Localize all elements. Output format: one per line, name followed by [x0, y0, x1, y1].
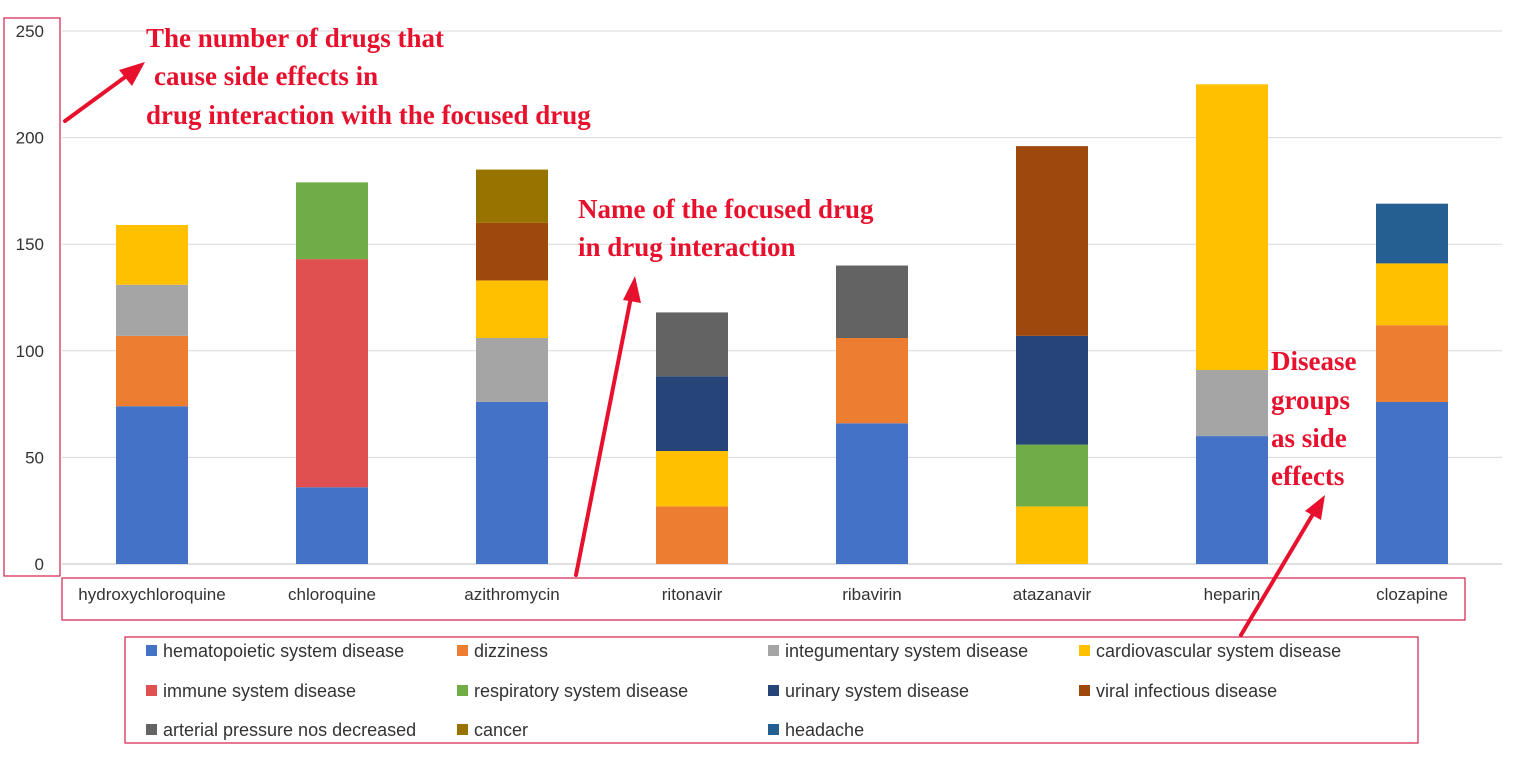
x-tick-label: heparin — [1204, 585, 1261, 604]
arrow-head — [1305, 495, 1325, 520]
x-tick-label: azithromycin — [464, 585, 559, 604]
bar-segment — [296, 182, 368, 260]
legend-swatch — [457, 645, 468, 656]
bar-segment — [476, 401, 548, 564]
bar-segment — [1016, 146, 1088, 336]
legend-label: integumentary system disease — [785, 641, 1028, 661]
y-tick-label: 0 — [35, 555, 44, 574]
annotation-line: Disease — [1271, 346, 1356, 376]
bar-segment — [476, 280, 548, 339]
bar-segment — [116, 335, 188, 407]
bar-segment — [1016, 335, 1088, 445]
bar-segment — [1376, 263, 1448, 326]
legend-swatch — [146, 724, 157, 735]
bar-segment — [656, 506, 728, 564]
legend-label: hematopoietic system disease — [163, 641, 404, 661]
bar-segment — [116, 406, 188, 564]
annotation-arrows — [63, 62, 1325, 637]
legend-label: respiratory system disease — [474, 681, 688, 701]
legend: hematopoietic system disease dizziness int… — [146, 641, 1341, 740]
legend-box — [124, 636, 1419, 744]
bar-segment — [1376, 325, 1448, 402]
legend-swatch — [457, 724, 468, 735]
legend-swatch — [768, 685, 779, 696]
x-tick-label: ritonavir — [662, 585, 723, 604]
bar-segment — [1016, 506, 1088, 564]
bar-segment — [656, 312, 728, 377]
x-axis-categories: hydroxychloroquine chloroquine azithromyci… — [78, 585, 1448, 604]
legend-label: viral infectious disease — [1096, 681, 1277, 701]
bar-segment — [836, 423, 908, 564]
bar-segment — [656, 376, 728, 452]
legend-label: arterial pressure nos decreased — [163, 720, 416, 740]
y-tick-label: 200 — [16, 129, 44, 148]
x-tick-label: chloroquine — [288, 585, 376, 604]
annotations: The number of drugs that cause side effe… — [146, 23, 1356, 491]
legend-label: cancer — [474, 720, 528, 740]
y-axis-ticks: 0 50 100 150 200 250 — [16, 22, 44, 574]
arrow-head — [119, 62, 145, 86]
x-tick-label: ribavirin — [842, 585, 902, 604]
bar-segment — [656, 451, 728, 507]
legend-swatch — [457, 685, 468, 696]
x-tick-label: atazanavir — [1013, 585, 1092, 604]
bar-segment — [476, 338, 548, 402]
arrow-to-legend — [1239, 507, 1318, 637]
annotation-line: drug interaction with the focused drug — [146, 100, 591, 130]
bar-segment — [836, 338, 908, 424]
bars — [116, 84, 1448, 564]
y-axis-highlight-box — [3, 17, 61, 577]
y-tick-label: 150 — [16, 235, 44, 254]
x-axis-highlight-box — [61, 577, 1466, 621]
annotation-line: groups — [1271, 385, 1350, 415]
bar-segment — [476, 222, 548, 281]
bar-segment — [1196, 84, 1268, 370]
annotation-line: cause side effects in — [154, 61, 378, 91]
bar-segment — [116, 225, 188, 285]
bar-segment — [476, 169, 548, 223]
bar-segment — [1016, 444, 1088, 507]
legend-label: urinary system disease — [785, 681, 969, 701]
y-tick-label: 100 — [16, 342, 44, 361]
bar-segment — [1196, 436, 1268, 564]
annotation-line: as side — [1271, 423, 1347, 453]
bar-segment — [1196, 369, 1268, 437]
legend-swatch — [146, 645, 157, 656]
legend-swatch — [768, 724, 779, 735]
bar-segment — [1376, 401, 1448, 564]
bar-segment — [1376, 203, 1448, 264]
x-tick-label: clozapine — [1376, 585, 1448, 604]
bar-segment — [116, 284, 188, 336]
y-tick-label: 250 — [16, 22, 44, 41]
bar-segment — [296, 259, 368, 488]
legend-label: dizziness — [474, 641, 548, 661]
bar-segment — [296, 487, 368, 564]
legend-swatch — [1079, 645, 1090, 656]
y-tick-label: 50 — [25, 448, 44, 467]
annotation-line: Name of the focused drug — [578, 194, 874, 224]
legend-label: headache — [785, 720, 864, 740]
annotation-line: in drug interaction — [578, 232, 796, 262]
legend-swatch — [768, 645, 779, 656]
x-tick-label: hydroxychloroquine — [78, 585, 225, 604]
arrow-to-x-axis — [574, 290, 634, 577]
annotation-line: effects — [1271, 461, 1344, 491]
legend-swatch — [146, 685, 157, 696]
legend-swatch — [1079, 685, 1090, 696]
annotation-line: The number of drugs that — [146, 23, 444, 53]
bar-segment — [836, 265, 908, 339]
arrow-head — [623, 276, 641, 303]
legend-label: cardiovascular system disease — [1096, 641, 1341, 661]
legend-label: immune system disease — [163, 681, 356, 701]
arrow-to-y-axis — [63, 70, 134, 123]
